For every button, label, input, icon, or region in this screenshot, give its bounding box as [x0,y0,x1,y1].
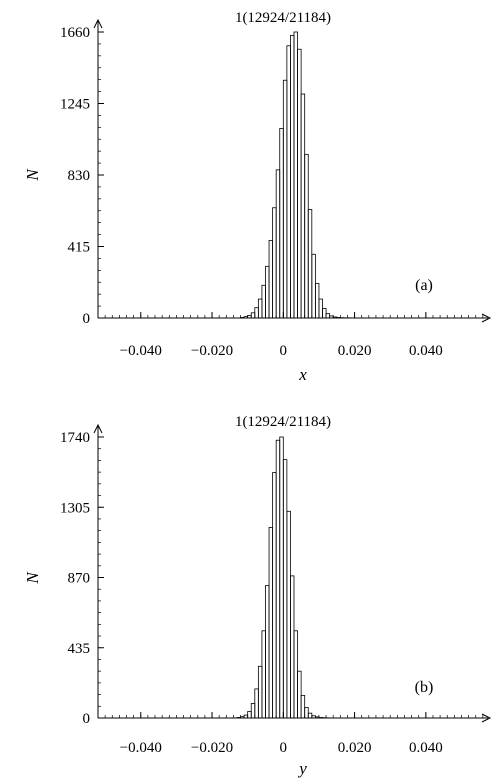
histogram-bar [279,436,284,719]
x-axis-arrow [481,313,492,323]
histogram-bar [250,312,256,319]
y-tick-label: 830 [68,168,91,184]
histogram-bar [240,716,245,719]
histogram-bar [265,265,270,319]
histogram-bar [275,169,281,319]
histogram-bar [272,207,277,319]
x-axis-title: x [298,365,307,384]
histogram-bar [293,31,298,319]
histogram-bar [275,439,281,719]
histogram-bar [311,715,316,719]
histogram-bar [307,712,313,719]
histogram-bar [332,316,338,319]
histogram-bar [282,79,288,319]
y-tick-label: 1305 [60,500,90,516]
y-axis-arrow [93,18,103,29]
panel-title: 1(12924/21184) [235,10,331,26]
histogram-bar [300,694,306,719]
y-tick-label: 1660 [60,25,90,41]
x-tick-label: 0 [280,343,288,359]
x-tick-label: 0 [280,740,288,756]
histogram-bar [272,472,277,719]
x-tick-label: −0.020 [191,740,233,756]
x-tick-label: −0.040 [120,343,162,359]
histogram-bar [268,240,274,319]
panel-label: (a) [415,277,433,294]
histogram-bar [336,317,341,319]
y-tick-label: 415 [68,240,91,256]
x-tick-label: 0.040 [409,343,443,359]
histogram-bar [290,575,295,719]
histogram-bar [318,298,323,319]
histogram-bar [247,711,252,719]
y-tick-label: 435 [68,641,91,657]
histogram-bar [254,688,259,719]
histogram-bar [240,317,245,319]
histogram-bar [300,93,306,319]
histogram-bar [325,313,331,319]
histogram-bar [257,298,263,319]
histogram-bar [261,630,266,719]
histogram-bar [282,459,288,719]
y-tick-label: 1740 [60,430,90,446]
x-axis-arrow [481,713,492,723]
histogram-panel-b: −0.040 −0.020 0 0.020 0.040 0 435 870 1305 1740 1(… [23,414,492,778]
histogram-bar [254,307,259,319]
histogram-bar [307,209,313,319]
histogram-bar [314,716,320,719]
histogram-bar [297,670,302,719]
histogram-bar [257,665,263,719]
histogram-bar [297,48,302,319]
histogram-bar [247,315,252,319]
histogram-bar [311,253,316,319]
y-axis-title: N [23,571,42,585]
y-axis-arrow [93,423,103,434]
x-tick-label: 0.020 [338,343,372,359]
histogram-bar [250,703,256,719]
x-tick-label: −0.040 [120,740,162,756]
histogram-bar [293,630,298,719]
y-tick-label: 870 [68,571,91,587]
y-axis-title: N [23,168,42,182]
x-axis-title: y [297,759,307,778]
panel-label: (b) [415,679,434,696]
x-tick-label: 0.020 [338,740,372,756]
x-tick-label: 0.040 [409,740,443,756]
histogram-panel-a: −0.040 −0.020 0 0.020 0.040 0 415 830 1245 1660 1(… [23,10,492,384]
histogram-bar [304,707,309,719]
histogram-bar [286,510,291,719]
histogram-bar [304,153,309,319]
panel-title: 1(12924/21184) [235,414,331,430]
y-tick-label: 1245 [60,97,90,113]
histogram-bar [286,45,291,319]
x-tick-label: −0.020 [191,343,233,359]
histogram-bar [265,585,270,719]
histogram-bar [243,316,249,319]
histogram-bar [279,128,284,319]
y-tick-label: 0 [83,711,91,727]
histogram-bar [268,527,274,719]
histogram-bar [314,283,320,319]
histogram-bar [329,315,334,319]
histogram-bar [261,284,266,319]
histogram-bar [290,35,295,319]
histogram-bar [322,308,327,319]
y-tick-label: 0 [83,311,91,327]
